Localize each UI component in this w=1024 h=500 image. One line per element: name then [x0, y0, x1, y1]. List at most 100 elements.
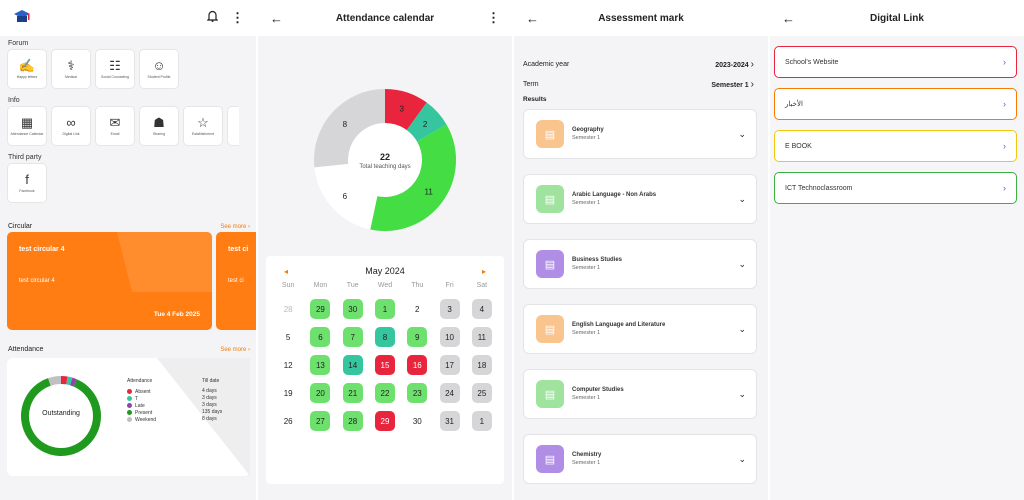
subject-card[interactable]: ▤ Computer Studies Semester 1 ⌄ [523, 369, 757, 419]
digital-link-item[interactable]: ICT Technoclassroom › [774, 172, 1017, 204]
calendar-day[interactable]: 17 [433, 354, 465, 376]
calendar-day[interactable]: 30 [401, 410, 433, 432]
calendar-day[interactable]: 9 [401, 326, 433, 348]
academic-year-row[interactable]: Academic year 2023-2024 › [514, 54, 768, 74]
card-decoration [117, 232, 212, 292]
digital-link-item[interactable]: الأخبار › [774, 88, 1017, 120]
tile-overflow[interactable] [227, 106, 239, 146]
tile-student-profile[interactable]: ☺ Student Profile [139, 49, 179, 89]
calendar-day[interactable]: 31 [433, 410, 465, 432]
calendar-day[interactable]: 10 [433, 326, 465, 348]
total-days-label: Total teaching days [359, 164, 411, 170]
counseling-icon: ☷ [109, 58, 121, 73]
calendar-day[interactable]: 12 [272, 354, 304, 376]
calendar-day[interactable]: 25 [466, 382, 498, 404]
calendar-day[interactable]: 7 [337, 326, 369, 348]
legend-item: Present [127, 409, 156, 416]
chevron-down-icon[interactable]: ⌄ [738, 258, 746, 269]
subject-card[interactable]: ▤ Chemistry Semester 1 ⌄ [523, 434, 757, 484]
calendar-day[interactable]: 20 [304, 382, 336, 404]
calendar-day[interactable]: 6 [304, 326, 336, 348]
chevron-down-icon[interactable]: ⌄ [738, 193, 746, 204]
calendar-day[interactable]: 2 [401, 298, 433, 320]
calendar-day[interactable]: 26 [272, 410, 304, 432]
weekday-label: Mon [313, 282, 328, 289]
calendar-day[interactable]: 4 [466, 298, 498, 320]
calendar-day[interactable]: 28 [337, 410, 369, 432]
calendar-day[interactable]: 18 [466, 354, 498, 376]
tile-facebook[interactable]: f Facebook [7, 163, 47, 203]
circular-card[interactable]: test ci test ci [216, 232, 256, 330]
tile-happy-letters[interactable]: ✍ Happy letters [7, 49, 47, 89]
back-arrow-icon[interactable]: ← [270, 10, 283, 26]
subject-card[interactable]: ▤ Arabic Language - Non Arabs Semester 1 ⌄ [523, 174, 757, 224]
next-month-icon[interactable]: ▸ [481, 266, 486, 276]
calendar-day[interactable]: 19 [272, 382, 304, 404]
tile-label: Email [110, 132, 120, 136]
calendar-day[interactable]: 21 [337, 382, 369, 404]
circular-see-more-link[interactable]: See more › [220, 224, 250, 230]
circular-card[interactable]: test circular 4 test circular 4 Tue 4 Fe… [7, 232, 212, 330]
info-tiles: ▦ Attendance Calendar ∞ Digital Link ✉ Emai… [0, 106, 256, 146]
donut-segment [314, 163, 379, 230]
calendar-day[interactable]: 14 [337, 354, 369, 376]
calendar-day[interactable]: 29 [369, 410, 401, 432]
chevron-down-icon[interactable]: ⌄ [738, 323, 746, 334]
tile-social-counseling[interactable]: ☷ Social Counseling [95, 49, 135, 89]
tile-label: Attendance Calendar [10, 132, 44, 136]
more-options-icon[interactable]: ⋮ [231, 10, 244, 25]
subject-card[interactable]: ▤ Business Studies Semester 1 ⌄ [523, 239, 757, 289]
chevron-down-icon[interactable]: ⌄ [738, 388, 746, 399]
prev-month-icon[interactable]: ◂ [284, 266, 289, 276]
more-options-icon[interactable]: ⋮ [487, 10, 500, 25]
tile-email[interactable]: ✉ Email [95, 106, 135, 146]
chevron-down-icon[interactable]: ⌄ [738, 128, 746, 139]
calendar-day[interactable]: 29 [304, 298, 336, 320]
calendar-day[interactable]: 27 [304, 410, 336, 432]
calendar-day[interactable]: 24 [433, 382, 465, 404]
calendar-day[interactable]: 8 [369, 326, 401, 348]
book-icon: ▤ [536, 250, 564, 278]
donut-segment [370, 124, 456, 231]
attendance-see-more-link[interactable]: See more › [220, 347, 250, 353]
subject-text: Geography Semester 1 [572, 127, 604, 141]
calendar-day[interactable]: 11 [466, 326, 498, 348]
day-number: 9 [407, 327, 428, 347]
back-arrow-icon[interactable]: ← [782, 10, 795, 26]
day-number: 13 [310, 355, 331, 375]
calendar-day[interactable]: 30 [337, 298, 369, 320]
donut-segment-label: 2 [423, 120, 428, 129]
calendar-day[interactable]: 3 [433, 298, 465, 320]
attendance-card[interactable]: Outstanding Attendance Absent T Late Pre… [7, 358, 250, 476]
day-number: 30 [342, 299, 363, 319]
back-arrow-icon[interactable]: ← [526, 10, 539, 26]
calendar-day[interactable]: 28 [272, 298, 304, 320]
bell-icon[interactable] [206, 9, 219, 27]
subject-card[interactable]: ▤ English Language and Literature Semester… [523, 304, 757, 354]
calendar-day[interactable]: 22 [369, 382, 401, 404]
circular-date: Tue 4 Feb 2025 [153, 311, 200, 318]
link-label: ICT Technoclassroom [785, 184, 853, 192]
calendar-day[interactable]: 5 [272, 326, 304, 348]
mini-donut-segment [66, 376, 73, 386]
subject-card[interactable]: ▤ Geography Semester 1 ⌄ [523, 109, 757, 159]
month-calendar: ◂ May 2024 ▸ Sun Mon Tue Wed Thu Fri Sat 28 29 30… [266, 256, 504, 484]
tile-establishment[interactable]: ☆ Establishment [183, 106, 223, 146]
calendar-day[interactable]: 13 [304, 354, 336, 376]
weekday-label: Fri [445, 282, 454, 289]
calendar-day[interactable]: 23 [401, 382, 433, 404]
tile-sharing[interactable]: ☗ Sharing [139, 106, 179, 146]
tile-attendance-calendar[interactable]: ▦ Attendance Calendar [7, 106, 47, 146]
digital-link-item[interactable]: School's Website › [774, 46, 1017, 78]
chevron-down-icon[interactable]: ⌄ [738, 453, 746, 464]
tile-medical[interactable]: ⚕ Medical [51, 49, 91, 89]
calendar-day[interactable]: 15 [369, 354, 401, 376]
calendar-day[interactable]: 1 [369, 298, 401, 320]
digital-link-item[interactable]: E BOOK › [774, 130, 1017, 162]
tile-digital-link[interactable]: ∞ Digital Link [51, 106, 91, 146]
see-more-label: See more [220, 223, 247, 230]
weekday-label: Thu [411, 282, 424, 289]
calendar-day[interactable]: 16 [401, 354, 433, 376]
calendar-day[interactable]: 1 [466, 410, 498, 432]
term-row[interactable]: Term Semester 1 › [514, 74, 768, 94]
